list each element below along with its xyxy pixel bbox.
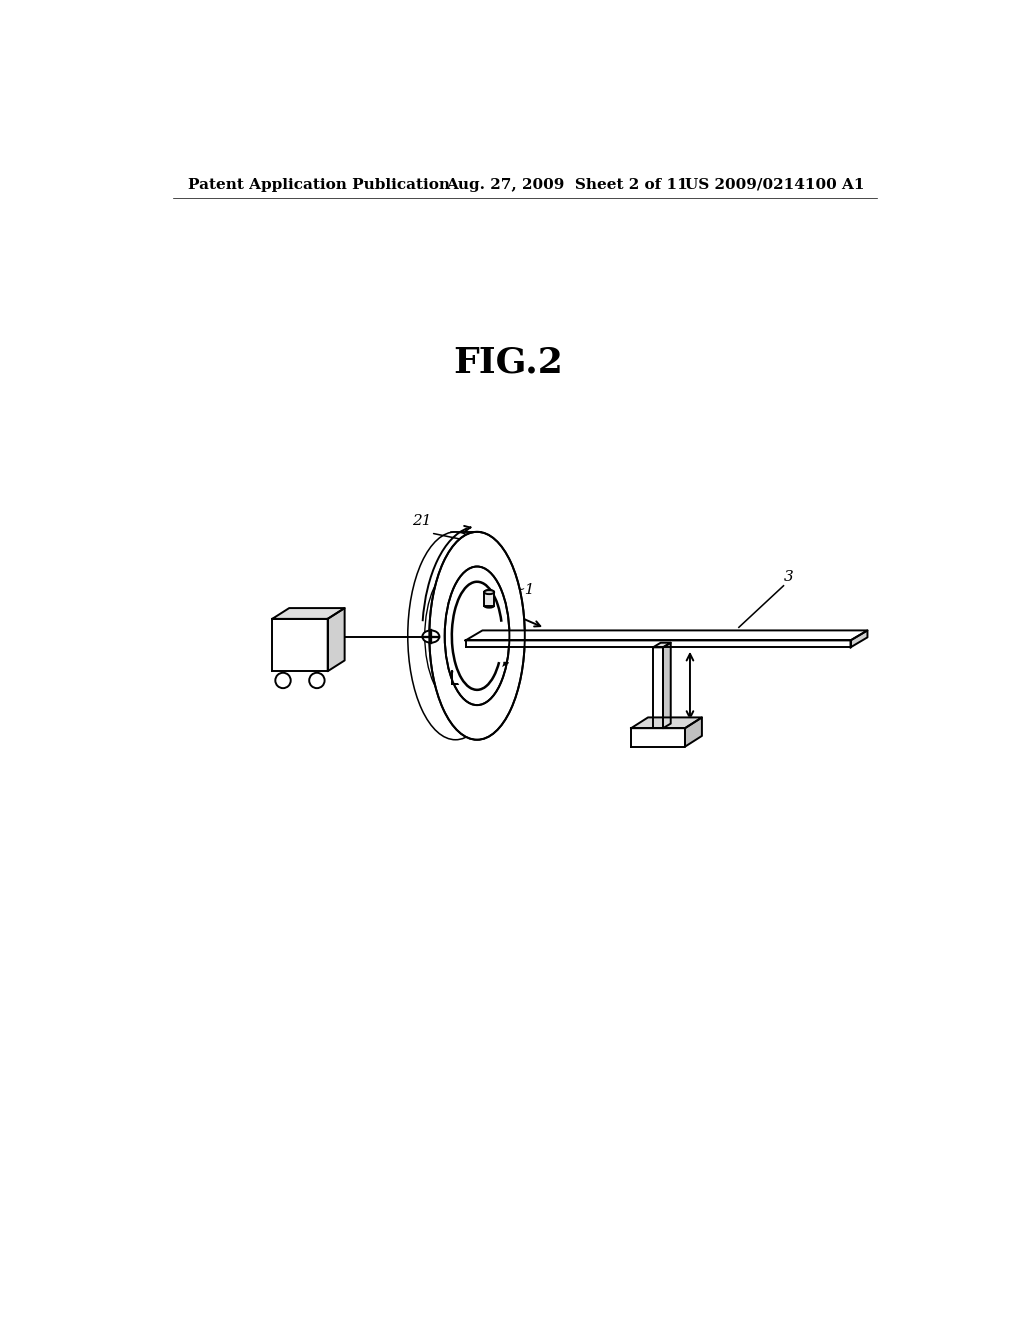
Text: Patent Application Publication: Patent Application Publication bbox=[188, 178, 451, 191]
Text: 21: 21 bbox=[412, 515, 431, 528]
Ellipse shape bbox=[444, 566, 509, 705]
Polygon shape bbox=[685, 718, 701, 747]
Ellipse shape bbox=[447, 573, 506, 698]
Text: 2: 2 bbox=[477, 706, 486, 721]
Polygon shape bbox=[453, 671, 493, 684]
Ellipse shape bbox=[275, 673, 291, 688]
Polygon shape bbox=[631, 729, 685, 747]
Text: US 2009/0214100 A1: US 2009/0214100 A1 bbox=[685, 178, 864, 191]
Text: FIG.2: FIG.2 bbox=[453, 346, 563, 379]
Text: 3: 3 bbox=[784, 569, 794, 583]
Polygon shape bbox=[453, 663, 508, 671]
Text: ~1: ~1 bbox=[512, 582, 535, 597]
Polygon shape bbox=[653, 647, 663, 729]
Ellipse shape bbox=[484, 590, 495, 594]
Polygon shape bbox=[653, 643, 671, 647]
Ellipse shape bbox=[484, 590, 495, 594]
Polygon shape bbox=[663, 643, 671, 729]
FancyBboxPatch shape bbox=[484, 593, 495, 606]
FancyBboxPatch shape bbox=[484, 593, 495, 606]
Polygon shape bbox=[631, 718, 701, 729]
Polygon shape bbox=[272, 619, 328, 671]
Ellipse shape bbox=[422, 631, 439, 643]
Polygon shape bbox=[466, 640, 851, 647]
Polygon shape bbox=[328, 609, 345, 671]
Polygon shape bbox=[272, 609, 345, 619]
Polygon shape bbox=[466, 631, 867, 640]
Text: Aug. 27, 2009  Sheet 2 of 11: Aug. 27, 2009 Sheet 2 of 11 bbox=[446, 178, 688, 191]
Polygon shape bbox=[851, 631, 867, 647]
Ellipse shape bbox=[309, 673, 325, 688]
Ellipse shape bbox=[429, 532, 524, 739]
